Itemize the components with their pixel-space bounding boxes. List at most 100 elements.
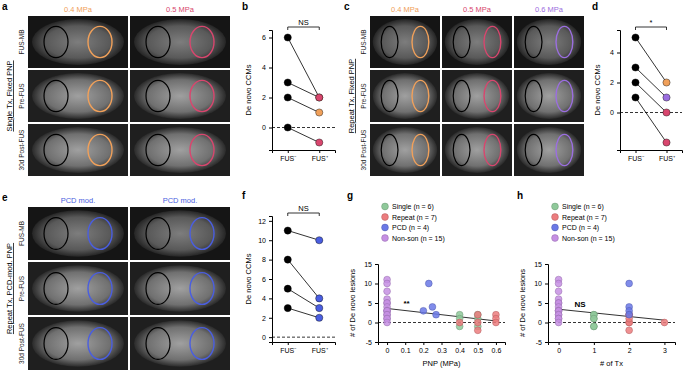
row-label: FUS-MB: [360, 30, 367, 55]
panel-label: b: [242, 1, 248, 12]
tick-mark: [617, 83, 620, 84]
tick: FUS⁻: [628, 150, 645, 162]
image: [514, 124, 584, 176]
legend: Single (n = 6)Repeat (n = 7)PCD (n = 4)N…: [382, 203, 445, 243]
tick-mark: [559, 342, 560, 345]
roi-target: [88, 273, 112, 305]
point: [474, 319, 481, 326]
tick-mark: [667, 150, 668, 153]
image: [28, 16, 128, 68]
point: [626, 280, 633, 287]
tick-label: 0.6: [492, 347, 502, 354]
tick: 0.1: [401, 342, 411, 354]
image: [130, 317, 230, 370]
point: [316, 139, 323, 146]
brain: [445, 19, 509, 65]
tick: 0: [262, 124, 272, 131]
roi-target: [412, 134, 429, 165]
tick-mark: [629, 342, 630, 345]
panel-label: h: [517, 190, 523, 201]
roi-control: [453, 80, 470, 111]
tick: 4: [262, 295, 272, 302]
legend-label: Single (n = 6): [392, 203, 434, 211]
roi-control: [381, 80, 398, 111]
tick-mark: [319, 150, 320, 153]
legend-label: PCD (n = 4): [392, 224, 429, 232]
tick-label: FUS⁻: [280, 347, 297, 354]
tick-label: 6: [262, 34, 266, 41]
panel-label: a: [2, 1, 8, 12]
tick-mark: [594, 342, 595, 345]
point: [590, 315, 597, 322]
tick: 0.5: [473, 342, 483, 354]
point: [663, 94, 670, 101]
tick-label: -5: [366, 339, 372, 346]
roi-control: [146, 218, 170, 250]
image: [130, 16, 230, 68]
legend-label: Non-son (n = 15): [392, 235, 445, 243]
roi-control: [146, 26, 170, 57]
tick: 5: [538, 300, 548, 307]
y-axis: -5051015: [534, 261, 548, 346]
tick: 15: [364, 261, 378, 268]
roi-target: [484, 134, 501, 165]
point: [284, 285, 291, 292]
panel-label: f: [242, 190, 246, 201]
image: [28, 207, 128, 260]
panel-label: d: [592, 1, 598, 12]
point: [284, 304, 291, 311]
image: [514, 70, 584, 122]
point: [632, 94, 639, 101]
tick: 2: [610, 79, 620, 86]
tick: 0.3: [437, 342, 447, 354]
tick: -5: [536, 339, 548, 346]
roi-control: [453, 26, 470, 57]
tick-mark: [664, 342, 665, 345]
pair-line: [288, 83, 320, 98]
axis-line: [273, 151, 336, 154]
brain: [517, 19, 581, 65]
column-header: 0.6 MPa: [535, 5, 564, 14]
annotation: NS: [298, 204, 308, 213]
tick-mark: [269, 38, 272, 39]
y-axis-title: De novo CCMs: [244, 64, 253, 115]
tick-mark: [375, 303, 378, 304]
point: [284, 227, 291, 234]
row-label: Pre-FUS: [18, 83, 25, 109]
brain: [373, 127, 437, 173]
row-label: 30d Post-FUS: [18, 129, 25, 170]
image: [130, 262, 230, 315]
panel-label: c: [344, 1, 350, 12]
brain: [32, 210, 124, 257]
plot-area: [548, 276, 675, 333]
roi-control: [146, 328, 170, 360]
tick: 5: [368, 300, 378, 307]
legend-label: Non-son (n = 15): [562, 235, 615, 243]
roi-target: [190, 134, 214, 165]
column-header: PCD mod.: [163, 196, 198, 205]
tick-mark: [319, 342, 320, 345]
tick-label: 5: [538, 300, 542, 307]
brain: [445, 127, 509, 173]
tick: 6: [262, 34, 272, 41]
axis-line: [621, 151, 683, 154]
tick-label: 0: [557, 347, 561, 354]
point: [663, 109, 670, 116]
tick-mark: [375, 264, 378, 265]
tick-label: 10: [364, 280, 372, 287]
roi-target: [190, 218, 214, 250]
brain: [32, 127, 124, 173]
point: [284, 34, 291, 41]
roi-target: [190, 273, 214, 305]
tick: 0: [368, 319, 378, 326]
roi-target: [88, 328, 112, 360]
tick: 3: [663, 342, 667, 354]
reference-line: [272, 337, 335, 338]
legend-swatch: [382, 203, 389, 210]
x-axis: 0123: [549, 342, 676, 354]
column-header: 0.5 MPa: [463, 5, 492, 14]
y-axis: 024: [610, 31, 620, 151]
image-panel: cRepeat Tx, Fixed PNPFUS-MBPre-FUS30d Po…: [344, 1, 584, 176]
tick: 2: [262, 315, 272, 322]
point: [425, 280, 432, 287]
